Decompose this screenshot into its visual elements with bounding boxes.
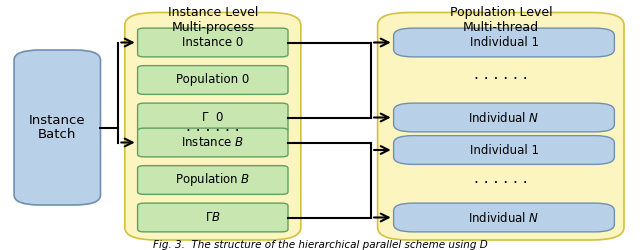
FancyBboxPatch shape	[394, 103, 614, 132]
Text: Instance
Batch: Instance Batch	[29, 114, 86, 141]
FancyBboxPatch shape	[138, 28, 288, 57]
FancyBboxPatch shape	[138, 128, 288, 157]
FancyBboxPatch shape	[394, 28, 614, 57]
Text: Individual 1: Individual 1	[470, 144, 538, 156]
FancyBboxPatch shape	[378, 12, 624, 240]
Text: Population 0: Population 0	[176, 74, 250, 86]
FancyBboxPatch shape	[138, 103, 288, 132]
Text: Individual $N$: Individual $N$	[468, 110, 540, 124]
Text: · · · · · ·: · · · · · ·	[474, 72, 528, 88]
Text: Population $B$: Population $B$	[175, 172, 250, 188]
Text: Instance 0: Instance 0	[182, 36, 243, 49]
FancyBboxPatch shape	[125, 12, 301, 240]
FancyBboxPatch shape	[138, 203, 288, 232]
FancyBboxPatch shape	[394, 203, 614, 232]
FancyBboxPatch shape	[14, 50, 100, 205]
Text: Population Level
Multi-thread: Population Level Multi-thread	[450, 6, 552, 34]
Text: · · · · · ·: · · · · · ·	[186, 124, 240, 139]
Text: Instance Level
Multi-process: Instance Level Multi-process	[168, 6, 259, 34]
Text: Instance $B$: Instance $B$	[181, 136, 244, 149]
Text: Individual $N$: Individual $N$	[468, 210, 540, 224]
Text: Individual 1: Individual 1	[470, 36, 538, 49]
Text: Fig. 3.  The structure of the hierarchical parallel scheme using D: Fig. 3. The structure of the hierarchica…	[152, 240, 488, 250]
FancyBboxPatch shape	[138, 166, 288, 194]
Text: Γ$B$: Γ$B$	[205, 211, 221, 224]
Text: · · · · · ·: · · · · · ·	[474, 176, 528, 191]
FancyBboxPatch shape	[138, 66, 288, 94]
FancyBboxPatch shape	[394, 136, 614, 164]
Text: Γ  0: Γ 0	[202, 111, 223, 124]
